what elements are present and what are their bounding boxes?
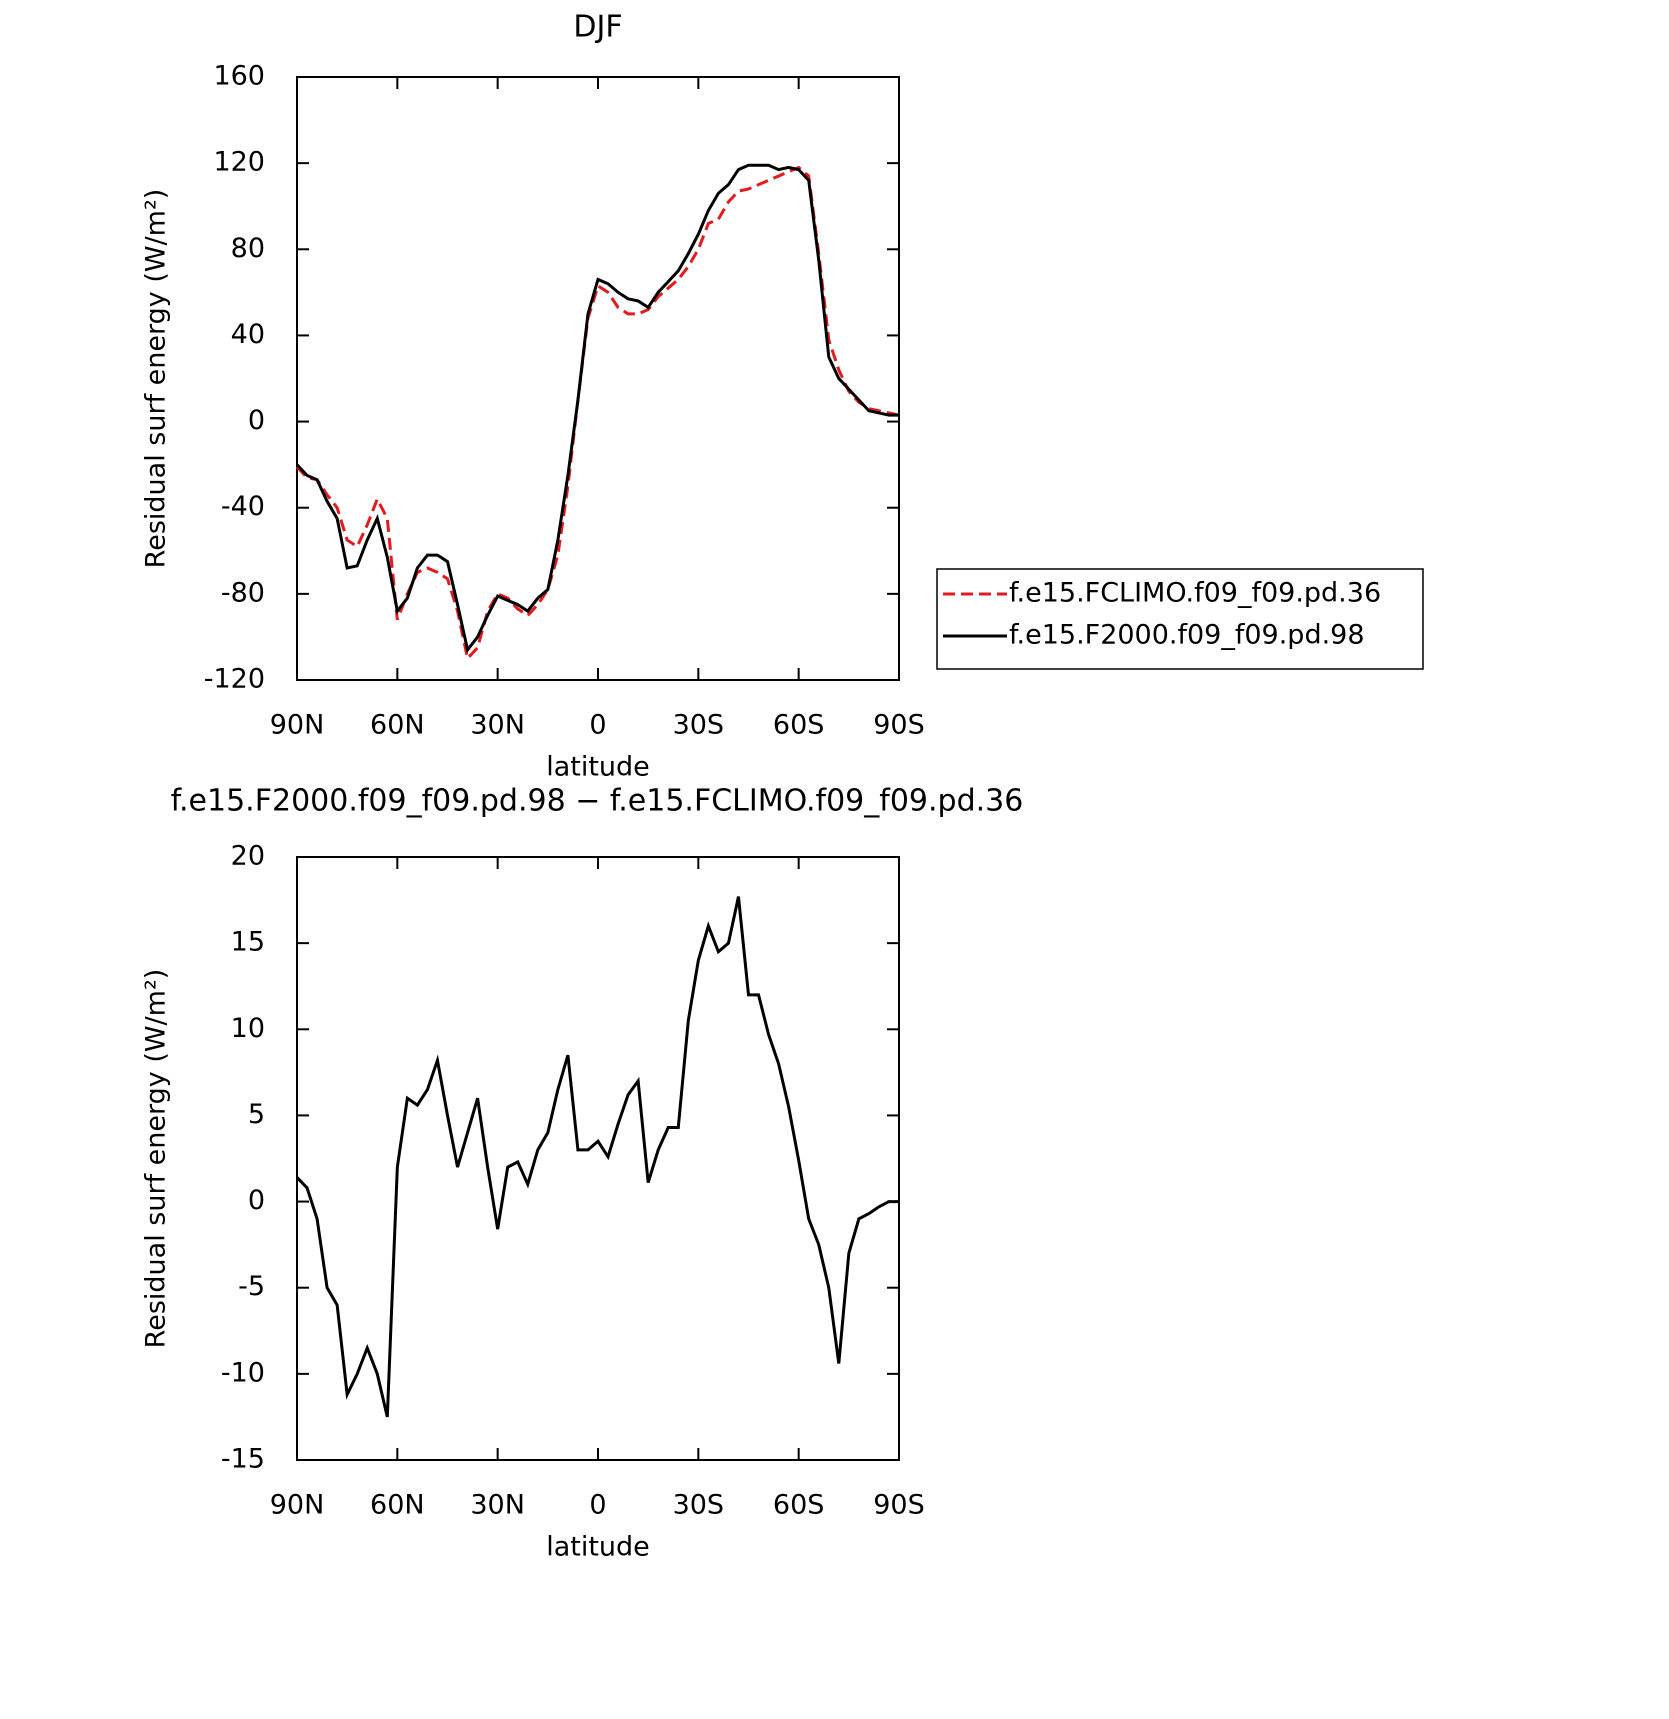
y-tick-label: 5 xyxy=(248,1099,265,1130)
data-line xyxy=(295,896,899,1418)
chart-title: f.e15.F2000.f09_f09.pd.98 − f.e15.FCLIMO… xyxy=(171,784,1024,819)
y-tick-label: 15 xyxy=(231,927,265,958)
y-tick-label: -5 xyxy=(238,1271,265,1302)
x-tick-label: 30S xyxy=(673,710,725,741)
x-tick-label: 0 xyxy=(589,1490,606,1521)
x-tick-label: 60N xyxy=(370,1490,425,1521)
y-tick-label: 20 xyxy=(231,841,265,872)
x-tick-label: 60S xyxy=(773,1490,825,1521)
y-tick-label: 10 xyxy=(231,1013,265,1044)
y-tick-label: 160 xyxy=(213,61,265,92)
x-tick-label: 90S xyxy=(873,1490,925,1521)
y-tick-label: 80 xyxy=(231,233,265,264)
y-tick-label: -15 xyxy=(221,1444,265,1475)
y-tick-label: -10 xyxy=(221,1357,265,1388)
x-tick-label: 90N xyxy=(270,1490,325,1521)
y-tick-label: 0 xyxy=(248,405,265,436)
data-line xyxy=(295,163,899,654)
x-tick-label: 30S xyxy=(673,1490,725,1521)
y-tick-label: 0 xyxy=(248,1185,265,1216)
plot-frame xyxy=(296,76,900,681)
x-tick-label: 30N xyxy=(470,1490,525,1521)
y-tick-label: 40 xyxy=(231,319,265,350)
x-axis-label: latitude xyxy=(546,752,650,783)
chart-title: DJF xyxy=(573,10,622,45)
legend-label: f.e15.FCLIMO.f09_f09.pd.36 xyxy=(1009,578,1381,609)
y-tick-label: -40 xyxy=(221,491,265,522)
x-tick-label: 60S xyxy=(773,710,825,741)
legend-box xyxy=(936,568,1424,670)
data-line xyxy=(295,165,900,662)
y-tick-label: -120 xyxy=(204,664,265,695)
legend-label: f.e15.F2000.f09_f09.pd.98 xyxy=(1009,620,1365,651)
y-axis-label: Residual surf energy (W/m²) xyxy=(141,189,172,569)
y-tick-label: -80 xyxy=(221,577,265,608)
y-axis-label: Residual surf energy (W/m²) xyxy=(141,969,172,1349)
x-tick-label: 90N xyxy=(270,710,325,741)
x-tick-label: 90S xyxy=(873,710,925,741)
x-tick-label: 0 xyxy=(589,710,606,741)
x-tick-label: 30N xyxy=(470,710,525,741)
y-tick-label: 120 xyxy=(213,147,265,178)
x-tick-label: 60N xyxy=(370,710,425,741)
plot-frame xyxy=(296,856,900,1461)
x-axis-label: latitude xyxy=(546,1532,650,1563)
